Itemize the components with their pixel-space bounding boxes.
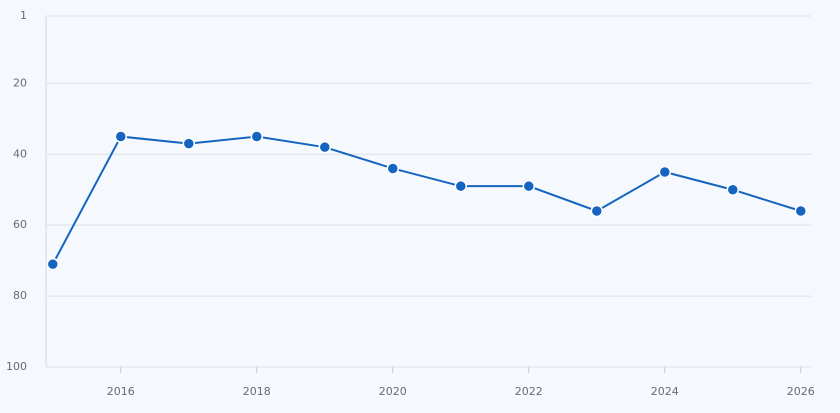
point	[182, 137, 196, 150]
point	[386, 162, 400, 175]
point	[658, 165, 672, 179]
point	[590, 204, 604, 218]
x-tick-label: 2016	[107, 385, 135, 398]
x-tick-label: 2022	[515, 385, 543, 398]
point	[46, 257, 60, 271]
point	[522, 179, 536, 193]
y-tick-label: 60	[13, 218, 27, 231]
x-tick-label: 2026	[787, 385, 815, 398]
point	[794, 204, 808, 218]
y-tick-label: 80	[13, 289, 27, 302]
point	[318, 140, 332, 154]
x-tick-label: 2024	[651, 385, 679, 398]
point	[250, 130, 264, 143]
x-tick-label: 2020	[379, 385, 407, 398]
point	[114, 130, 128, 143]
y-tick-label: 1	[20, 9, 27, 22]
y-tick-label: 40	[13, 147, 27, 160]
series-line	[51, 135, 802, 265]
point	[726, 183, 740, 196]
x-tick-label: 2018	[243, 385, 271, 398]
point	[454, 179, 468, 193]
y-tick-label: 20	[13, 76, 27, 89]
y-tick-label: 100	[6, 360, 27, 373]
